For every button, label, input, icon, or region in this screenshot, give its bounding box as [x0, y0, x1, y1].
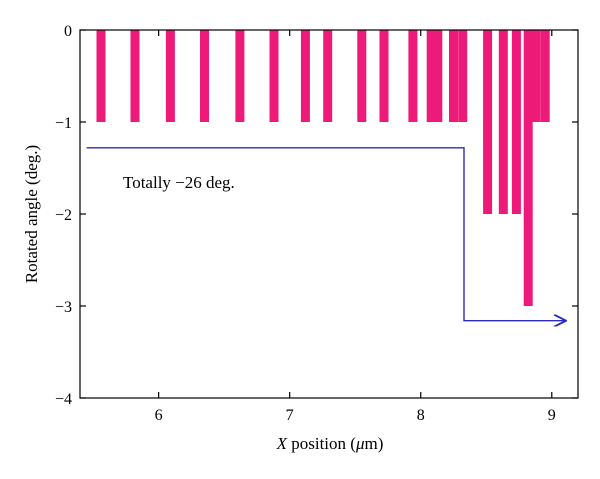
x-axis-variable: X — [276, 434, 288, 453]
x-tick-label-8: 8 — [417, 407, 425, 424]
bar-4 — [200, 30, 209, 122]
y-tick-label--2: −2 — [55, 207, 72, 224]
bar-11 — [408, 30, 418, 122]
y-tick-label--4: −4 — [55, 391, 72, 408]
x-axis-label-text: position ( — [287, 434, 356, 453]
bar-20 — [531, 30, 541, 122]
y-tick-label-0: 0 — [64, 23, 72, 40]
total-rotation-annotation: Totally −26 deg. — [123, 173, 235, 192]
bar-21 — [540, 30, 550, 122]
cumulative-rotation-arrow — [86, 147, 565, 321]
x-axis-unit-prefix: μ — [355, 434, 365, 453]
bar-3 — [165, 30, 175, 122]
bar-17 — [498, 30, 508, 214]
bar-7 — [300, 30, 310, 122]
bar-16 — [483, 30, 493, 214]
axis-ticks: 6 7 8 9 0 −1 −2 −3 −4 — [55, 23, 578, 424]
bar-6 — [269, 30, 279, 122]
y-tick-label--1: −1 — [55, 115, 72, 132]
bar-5 — [235, 30, 245, 122]
bar-13 — [433, 30, 443, 122]
x-tick-label-6: 6 — [155, 407, 163, 424]
x-axis-unit-suffix: m) — [365, 434, 384, 453]
x-tick-label-9: 9 — [548, 407, 556, 424]
bar-14 — [449, 30, 458, 122]
bar-18 — [511, 30, 521, 214]
bar-9 — [357, 30, 367, 122]
bar-10 — [379, 30, 389, 122]
y-axis-title: Rotated angle (deg.) — [22, 145, 41, 283]
x-axis-title: X position (μm) — [276, 434, 384, 453]
bar-2 — [130, 30, 140, 122]
bar-series — [96, 30, 550, 306]
bar-1 — [96, 30, 106, 122]
y-tick-label--3: −3 — [55, 299, 72, 316]
bar-19 — [523, 30, 533, 306]
bar-12 — [426, 30, 436, 122]
bar-15 — [458, 30, 468, 122]
x-tick-label-7: 7 — [286, 407, 294, 424]
bar-8 — [323, 30, 333, 122]
